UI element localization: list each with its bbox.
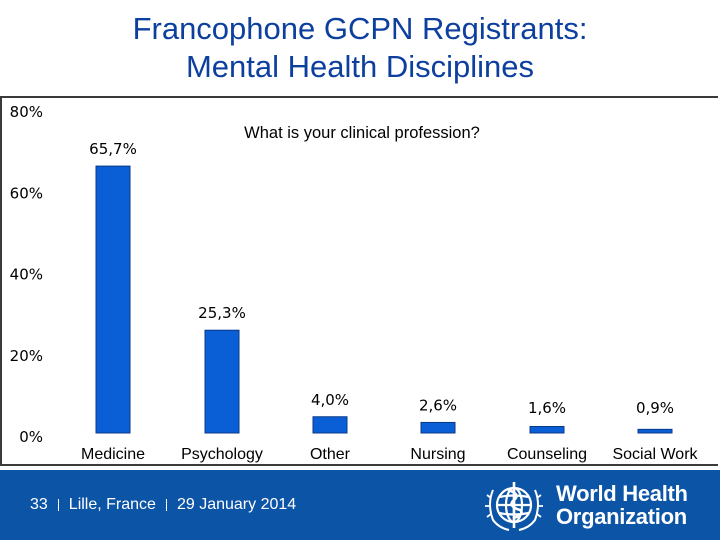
bar [312, 416, 348, 434]
data-label: 1,6% [528, 399, 566, 417]
chart-title: What is your clinical profession? [244, 124, 480, 142]
data-label: 4,0% [311, 391, 349, 409]
who-wordmark: World Health Organization [556, 482, 688, 528]
slide-number: 33 [30, 496, 48, 513]
y-tick-label: 40% [10, 266, 43, 284]
bar [637, 428, 673, 434]
bar [529, 426, 565, 434]
bar [204, 329, 240, 434]
data-label: 65,7% [89, 140, 137, 158]
footer-separator [165, 498, 167, 511]
footer-bar: 33 Lille, France 29 January 2014 World Hea… [0, 470, 720, 540]
slide-title-line-2: Mental Health Disciplines [185, 49, 535, 84]
who-wordmark-line-1: World Health [556, 481, 688, 506]
x-tick-label: Counseling [507, 446, 587, 463]
bars: 65,7% 25,3% 4,0% 2,6% 1,6% 0,9% [89, 140, 674, 434]
slide-title: Francophone GCPN Registrants: Mental Hea… [0, 10, 720, 86]
data-label: 25,3% [198, 304, 246, 322]
y-tick-label: 20% [10, 347, 43, 365]
data-label: 0,9% [636, 399, 674, 417]
slide-title-line-1: Francophone GCPN Registrants: [132, 11, 588, 46]
data-label: 2,6% [419, 396, 457, 414]
bar [95, 165, 131, 434]
x-tick-label: Psychology [181, 446, 263, 463]
footer-separator [57, 498, 59, 511]
bar-chart: What is your clinical profession? 0% 20% 4… [10, 103, 699, 463]
footer-date: 29 January 2014 [176, 496, 297, 513]
bar [420, 421, 456, 434]
who-emblem-icon [485, 482, 543, 531]
footer-location: Lille, France [68, 496, 156, 513]
footer-info: 33 Lille, France 29 January 2014 [30, 496, 296, 514]
x-axis: Medicine Psychology Other Nursing Counseling… [81, 446, 699, 463]
y-tick-label: 0% [19, 428, 43, 446]
x-tick-label: Social Work [612, 446, 698, 463]
x-tick-label: Nursing [410, 446, 465, 463]
y-tick-label: 80% [10, 103, 43, 121]
x-tick-label: Medicine [81, 446, 145, 463]
x-tick-label: Other [310, 446, 351, 463]
who-wordmark-line-2: Organization [556, 504, 687, 529]
y-axis: 0% 20% 40% 60% 80% [10, 103, 43, 446]
y-tick-label: 60% [10, 184, 43, 202]
chart-frame: What is your clinical profession? 0% 20% 4… [0, 96, 718, 466]
